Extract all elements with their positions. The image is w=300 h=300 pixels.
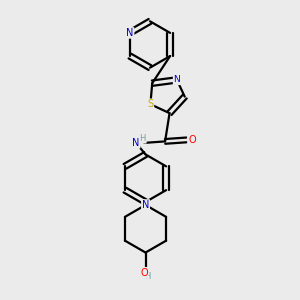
Text: O: O [188,135,196,145]
Text: N: N [142,200,149,210]
Text: O: O [140,268,148,278]
Text: N: N [132,138,140,148]
Text: S: S [147,99,154,109]
Text: H: H [140,134,146,143]
Text: H: H [144,272,150,281]
Text: N: N [126,28,134,38]
Text: N: N [173,75,180,84]
